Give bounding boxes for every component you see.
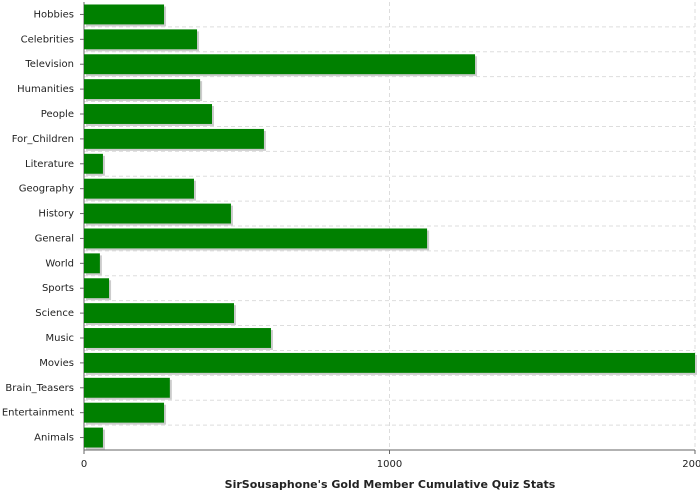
y-tick-label: Television [24,59,74,70]
y-tick-label: Literature [25,159,74,170]
y-tick-label: Science [35,308,74,319]
bar [84,328,271,348]
y-tick-label: For_Children [12,134,74,145]
bar [84,253,100,274]
bar [84,29,198,50]
chart-title: SirSousaphone's Gold Member Cumulative Q… [225,478,556,491]
x-tick-label: 0 [81,459,87,470]
y-tick-label: World [45,258,74,269]
bar [84,278,110,299]
bar [84,54,476,75]
bar [84,377,170,398]
y-tick-label: People [41,109,74,120]
y-tick-label: Movies [39,358,74,369]
bar [84,104,213,124]
y-tick-label: Animals [34,433,74,444]
y-tick-label: Geography [19,184,74,195]
y-tick-label: Hobbies [34,9,74,20]
bar [84,352,695,373]
y-tick-label: General [35,233,74,244]
bar [84,228,428,249]
y-tick-label: Celebrities [21,34,74,45]
bar [84,79,201,100]
bar [84,203,231,224]
y-tick-label: Brain_Teasers [5,383,74,394]
bar [84,128,264,149]
bar [84,4,165,25]
bar [84,402,165,423]
y-tick-label: Music [46,333,74,344]
y-tick-label: History [38,209,74,220]
bar [84,178,194,199]
bar [84,427,103,448]
y-tick-label: Humanities [17,84,74,95]
bar [84,153,103,174]
x-tick-label: 2000 [682,459,700,470]
y-tick-label: Sports [42,283,74,294]
x-tick-label: 1000 [377,459,402,470]
bar [84,303,235,324]
y-tick-label: Entertainment [2,408,74,419]
